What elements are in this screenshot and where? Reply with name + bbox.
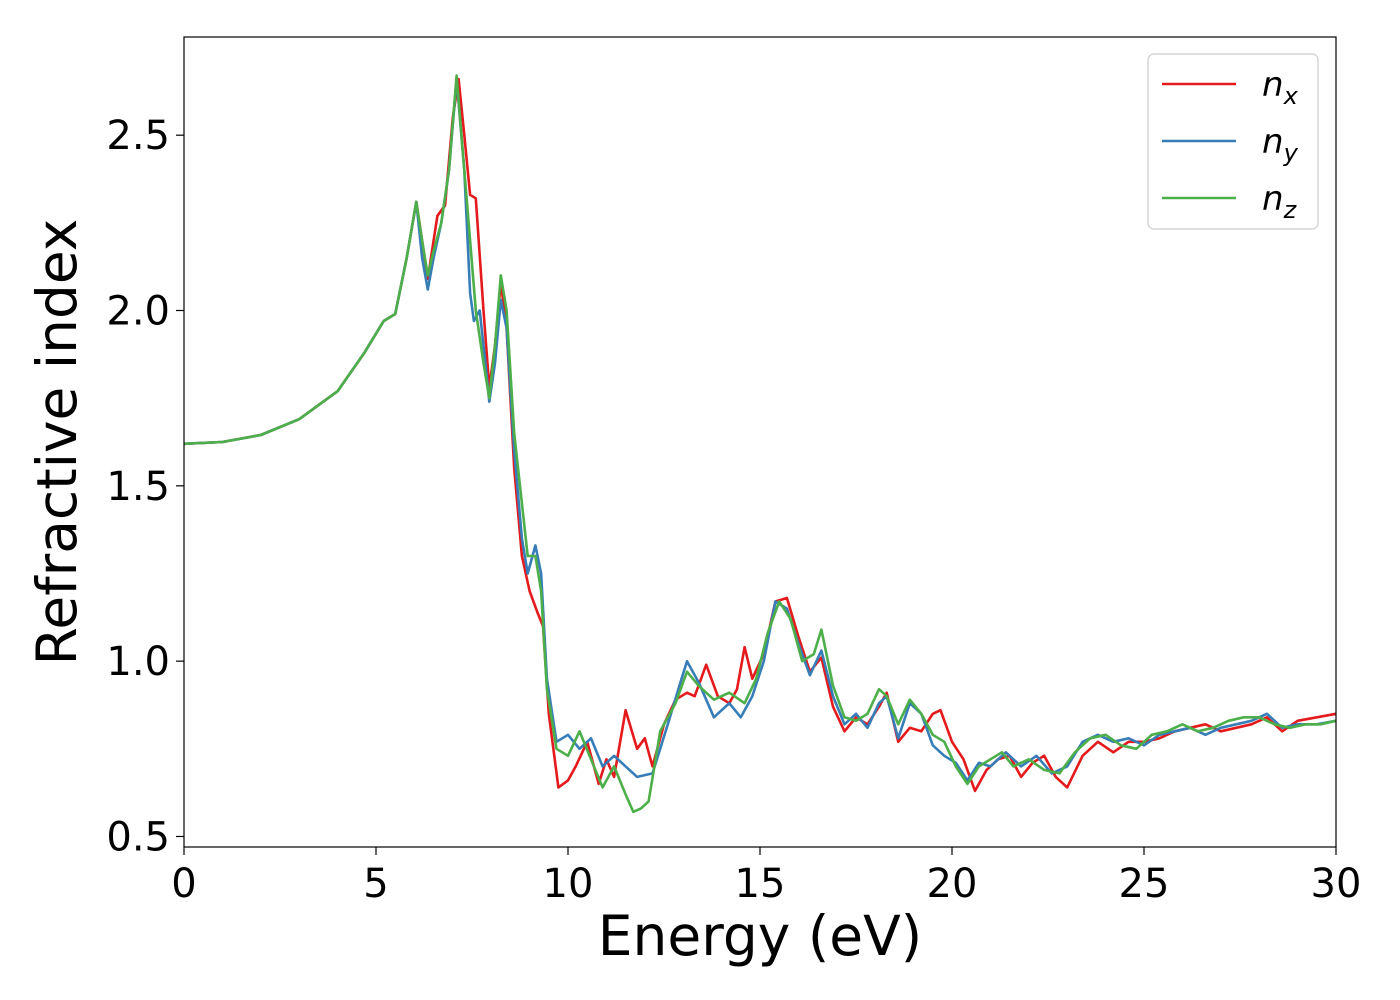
legend-label-nz: nz: [1262, 179, 1298, 224]
plot-frame: [183, 36, 1337, 848]
legend-label-nx: nx: [1262, 65, 1299, 110]
x-tick-label: 15: [735, 861, 786, 907]
x-tick-label: 25: [1119, 861, 1170, 907]
legend-label-ny: ny: [1262, 122, 1299, 167]
x-tick-label: 20: [927, 861, 978, 907]
y-axis-title: Refractive index: [25, 219, 89, 666]
y-tick-label: 0.5: [106, 814, 170, 860]
y-tick-label: 2.0: [106, 289, 170, 335]
x-tick-label: 5: [363, 861, 388, 907]
x-tick-label: 10: [543, 861, 594, 907]
x-tick-label: 0: [171, 861, 196, 907]
x-tick-label: 30: [1311, 861, 1362, 907]
y-tick-label: 1.0: [106, 639, 170, 685]
y-tick-label: 2.5: [106, 113, 170, 159]
y-tick-label: 1.5: [106, 464, 170, 510]
legend: nx ny nz: [1147, 53, 1319, 230]
series-line-nz: [183, 74, 1337, 814]
x-axis-title: Energy (eV): [598, 904, 922, 968]
